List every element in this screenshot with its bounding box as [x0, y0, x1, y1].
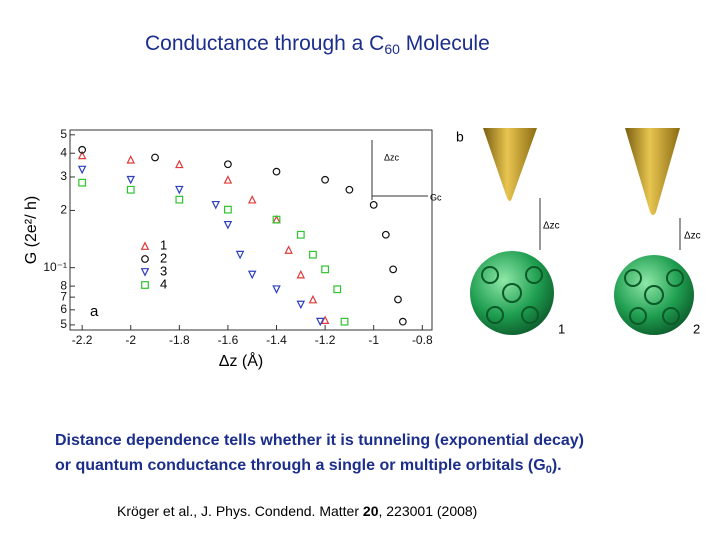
caption-line: Distance dependence tells whether it is … — [55, 432, 584, 449]
x-tick-label: -2.2 — [72, 333, 93, 347]
citation-text: , 223001 (2008) — [378, 503, 477, 519]
panel-label: a — [90, 303, 99, 320]
citation-text: Kröger et al., J. Phys. Condend. Matter — [117, 503, 363, 519]
point — [389, 265, 398, 274]
y-tick-label: 10⁻¹ — [43, 260, 67, 274]
point — [272, 285, 281, 294]
y-tick-label: 5 — [60, 127, 67, 141]
citation: Kröger et al., J. Phys. Condend. Matter … — [117, 503, 477, 519]
inset-label: Δzc — [384, 152, 400, 162]
point — [369, 200, 378, 209]
legend-marker — [140, 268, 150, 277]
plot-frame — [69, 129, 433, 331]
point — [272, 167, 281, 176]
panel-label: b — [456, 129, 464, 145]
point — [333, 285, 342, 294]
y-tick-label: 5 — [60, 317, 67, 331]
citation-volume: 20 — [363, 503, 379, 519]
legend-label: 1 — [160, 237, 167, 252]
title-text: Conductance through a C — [145, 32, 384, 55]
point — [126, 155, 136, 164]
point — [398, 317, 407, 326]
legend-label: 4 — [160, 276, 167, 291]
y-tick-label: 3 — [60, 169, 67, 183]
legend-marker — [140, 241, 150, 250]
y-tick-label: 7 — [60, 289, 67, 303]
x-tick-label: -1.2 — [315, 333, 336, 347]
caption-sub: 0 — [546, 464, 552, 476]
panel-b: b Δzc Δzc 1 2 — [456, 128, 701, 336]
legend-label: 2 — [160, 250, 167, 265]
point — [223, 220, 233, 230]
dz-label: Δzc — [684, 231, 701, 242]
panel-number: 1 — [558, 321, 565, 336]
inset-label: Gc — [430, 192, 442, 202]
point — [78, 145, 87, 154]
point — [175, 185, 184, 195]
point — [175, 195, 184, 204]
point — [272, 214, 281, 224]
point — [151, 153, 159, 162]
caption-line: or quantum conductance through a single … — [55, 457, 562, 476]
point — [296, 230, 305, 239]
point — [235, 250, 245, 260]
point — [247, 194, 257, 204]
y-tick-label: 6 — [60, 302, 67, 316]
point — [211, 200, 221, 210]
point — [320, 315, 330, 324]
point — [296, 269, 306, 279]
point — [321, 175, 330, 184]
point — [340, 317, 349, 326]
x-tick-label: -1 — [368, 333, 379, 347]
c60 — [614, 255, 694, 335]
point — [321, 265, 330, 274]
x-tick-label: -1.6 — [218, 333, 239, 347]
point — [78, 178, 87, 187]
slide-title: Conductance through a C60 Molecule — [145, 32, 490, 57]
tip — [625, 128, 680, 215]
caption-text: ). — [552, 457, 562, 474]
point — [345, 185, 354, 194]
title-sub: 60 — [384, 41, 400, 57]
point — [394, 295, 402, 304]
point — [381, 230, 390, 239]
point — [175, 159, 184, 169]
dz-label: Δzc — [543, 221, 560, 232]
point — [126, 185, 135, 194]
point — [223, 175, 233, 184]
legend-label: 3 — [160, 263, 167, 278]
caption-text: or quantum conductance through a single … — [55, 457, 546, 474]
y-tick-label: 2 — [60, 203, 67, 217]
point — [284, 245, 293, 254]
y-axis-label: G (2e²/ h) — [23, 196, 40, 264]
point — [77, 150, 87, 160]
c60 — [470, 251, 554, 335]
y-tick-label: 4 — [60, 145, 67, 159]
point — [126, 175, 136, 185]
x-tick-label: -2 — [125, 333, 136, 347]
c60-rings — [481, 266, 684, 325]
title-text: Molecule — [400, 32, 490, 55]
point — [309, 250, 317, 259]
point — [308, 294, 318, 304]
x-tick-label: -1.8 — [169, 333, 190, 347]
x-tick-label: -1.4 — [266, 333, 287, 347]
point — [247, 270, 257, 280]
legend-marker — [141, 281, 149, 289]
x-axis-label: Δz (Å) — [219, 351, 263, 370]
panel-number: 2 — [693, 321, 700, 336]
point — [315, 317, 325, 327]
point — [296, 300, 306, 310]
point — [224, 160, 232, 169]
point — [77, 165, 87, 175]
legend-marker — [141, 255, 149, 263]
point — [272, 215, 281, 224]
y-tick-label: 8 — [60, 278, 67, 292]
x-tick-label: -0.8 — [412, 333, 433, 347]
point — [224, 205, 232, 214]
tip — [483, 128, 537, 201]
